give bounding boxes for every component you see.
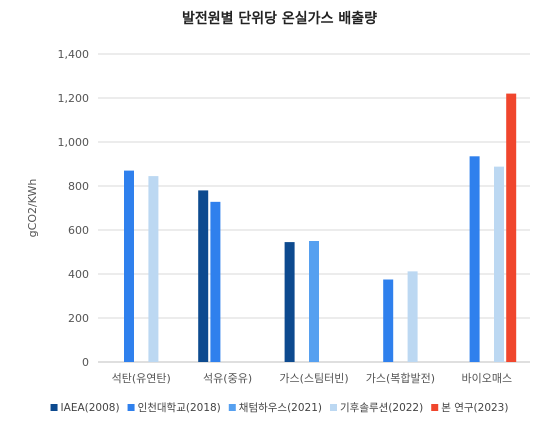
bar — [309, 241, 319, 362]
y-tick-label: 0 — [82, 356, 89, 369]
bar — [148, 176, 159, 362]
chart-title: 발전원별 단위당 온실가스 배출량 — [182, 10, 377, 27]
y-tick-label: 800 — [68, 180, 89, 193]
bar — [407, 271, 418, 362]
legend-label: 인천대학교(2018) — [138, 402, 221, 414]
x-tick-label: 바이오매스 — [461, 372, 512, 385]
y-tick-label: 1,200 — [58, 92, 90, 105]
legend-label: 본 연구(2023) — [441, 402, 508, 414]
x-tick-label: 석탄(유연탄) — [112, 372, 171, 385]
x-tick-label: 석유(중유) — [203, 372, 252, 385]
bar — [494, 166, 504, 362]
y-tick-label: 1,000 — [58, 136, 90, 149]
bar — [506, 93, 517, 362]
legend-swatch — [330, 404, 337, 411]
legend-swatch — [431, 404, 439, 411]
legend-label: 채텀하우스(2021) — [239, 401, 322, 414]
x-tick-label: 가스(스팀터빈) — [279, 372, 348, 385]
legend-label: IAEA(2008) — [61, 402, 120, 414]
legend-label: 기후솔루션(2022) — [340, 402, 423, 414]
legend-swatch — [228, 404, 236, 411]
y-axis-label: gCO2/KWh — [26, 179, 39, 238]
bar — [210, 201, 221, 362]
bar — [284, 242, 295, 362]
bar — [124, 170, 134, 362]
y-tick-label: 1,400 — [58, 48, 90, 61]
legend-swatch — [50, 404, 58, 411]
bar — [383, 279, 394, 362]
x-tick-label: 가스(복합발전) — [366, 372, 435, 385]
y-tick-label: 200 — [68, 312, 89, 325]
y-tick-label: 400 — [68, 268, 89, 281]
legend-swatch — [127, 404, 135, 411]
bar — [469, 156, 480, 362]
bar — [198, 190, 209, 362]
y-tick-label: 600 — [68, 224, 89, 237]
